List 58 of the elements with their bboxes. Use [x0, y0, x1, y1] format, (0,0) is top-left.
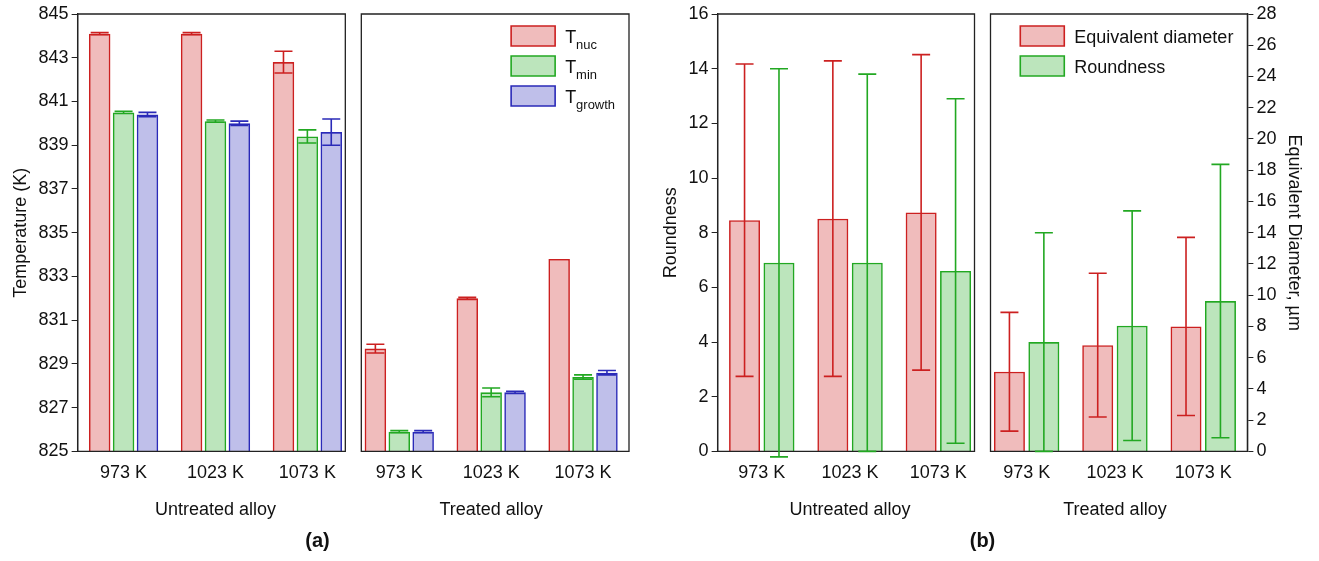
y-tick-label: 12 [688, 112, 709, 133]
legend-label: Roundness [1074, 57, 1166, 77]
y2-axis-title: Equivalent Diameter, µm [1285, 134, 1306, 331]
y-tick-label: 841 [38, 90, 69, 111]
y2-tick-label: 14 [1256, 221, 1277, 242]
y-tick-label: 825 [38, 440, 69, 461]
y-tick-label: 839 [38, 134, 69, 155]
x-tick-label: 973 K [738, 462, 786, 483]
y2-tick-label: 8 [1256, 315, 1267, 336]
y2-tick-label: 20 [1256, 127, 1277, 148]
x-tick-label: 1023 K [1086, 462, 1144, 483]
y-tick-label: 8 [698, 221, 709, 242]
y-tick-label: 6 [698, 276, 709, 297]
y2-tick-label: 0 [1256, 440, 1267, 461]
y2-tick-label: 22 [1256, 96, 1277, 117]
y2-tick-label: 2 [1256, 409, 1267, 430]
x-tick-label: 1073 K [909, 462, 967, 483]
y-tick-label: 14 [688, 57, 709, 78]
y2-tick-label: 4 [1256, 377, 1267, 398]
text: Treated alloy [439, 498, 543, 519]
x-tick-label: 973 K [1003, 462, 1051, 483]
text: (a) [305, 528, 330, 551]
text: Treated alloy [1063, 498, 1167, 519]
y2-tick-label: 12 [1256, 252, 1277, 273]
y-tick-label: 833 [38, 265, 69, 286]
y-tick-label: 4 [698, 331, 709, 352]
legend-label: Equivalent diameter [1074, 27, 1234, 47]
x-tick-label: 973 K [375, 462, 423, 483]
y-tick-label: 831 [38, 309, 69, 330]
y-tick-label: 0 [698, 440, 709, 461]
y-axis-title: Temperature (K) [9, 167, 30, 298]
x-tick-label: 1023 K [186, 462, 245, 483]
x-tick-label: 1073 K [278, 462, 336, 483]
y2-tick-label: 18 [1256, 159, 1277, 180]
y-tick-label: 16 [688, 2, 709, 23]
y-tick-label: 835 [38, 221, 69, 242]
y-tick-label: 829 [38, 352, 69, 373]
y-tick-label: 845 [38, 2, 69, 23]
y2-tick-label: 24 [1256, 65, 1277, 86]
y2-tick-label: 26 [1256, 34, 1277, 55]
y2-tick-label: 6 [1256, 346, 1267, 367]
y-tick-label: 827 [38, 396, 69, 417]
x-tick-label: 1073 K [554, 462, 612, 483]
x-tick-label: 973 K [100, 462, 148, 483]
y-tick-label: 837 [38, 177, 69, 198]
x-tick-label: 1023 K [462, 462, 520, 483]
x-tick-label: 1073 K [1174, 462, 1232, 483]
y2-tick-label: 28 [1256, 2, 1277, 23]
text: (b) [969, 528, 996, 551]
y-tick-label: 10 [688, 166, 709, 187]
y-axis-title: Roundness [659, 187, 680, 279]
y2-tick-label: 10 [1256, 284, 1277, 305]
text: Untreated alloy [154, 498, 277, 519]
x-tick-label: 1023 K [821, 462, 879, 483]
y2-tick-label: 16 [1256, 190, 1277, 211]
y-tick-label: 843 [38, 46, 69, 67]
y-tick-label: 2 [698, 385, 709, 406]
text: Untreated alloy [789, 498, 911, 519]
